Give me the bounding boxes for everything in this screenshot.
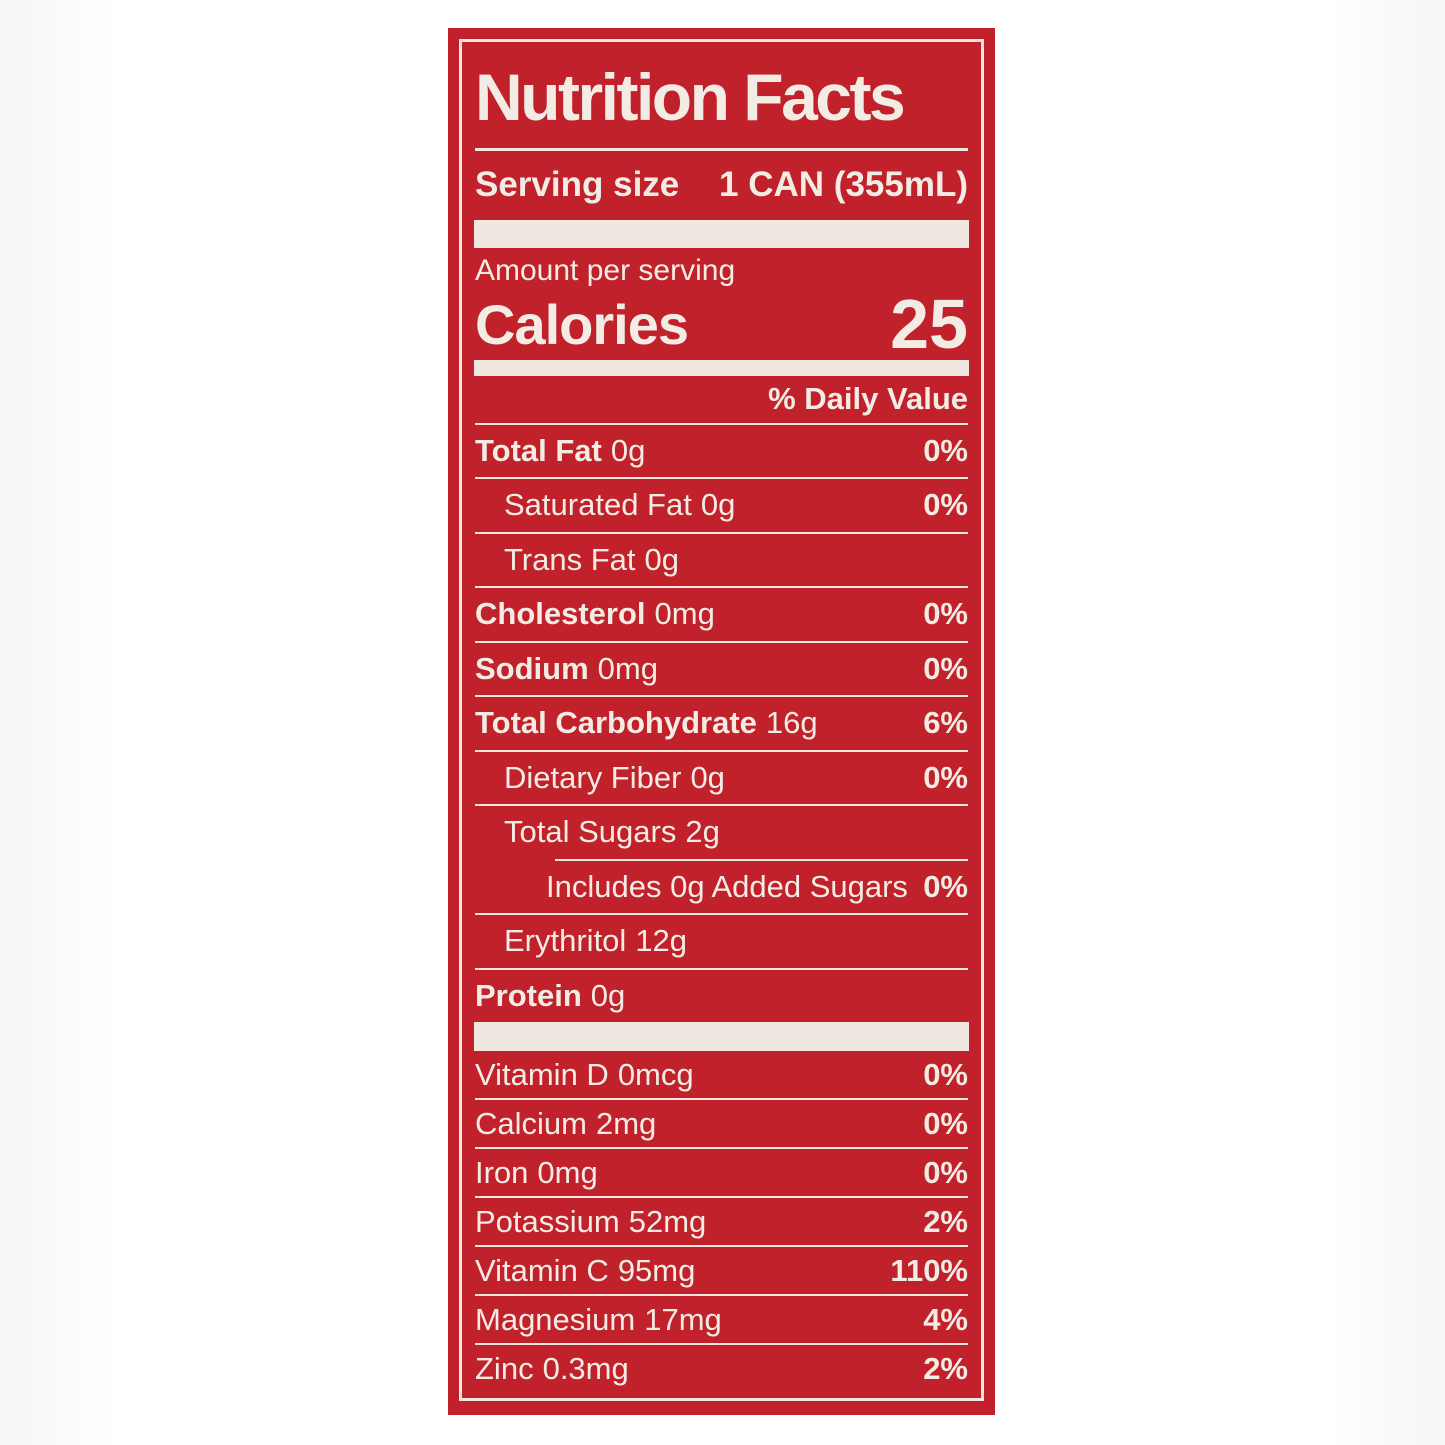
nutrient-name: Total Sugars <box>504 814 677 850</box>
nutrient-amount: 0.3mg <box>542 1350 629 1386</box>
nutrient-name: Calcium <box>475 1105 587 1141</box>
nutrient-row-total-sugars: Total Sugars 2g <box>475 806 968 859</box>
section-bar <box>474 359 969 376</box>
divider <box>555 858 968 861</box>
nutrient-amount: 16g <box>765 705 818 741</box>
nutrient-row-total-fat: Total Fat 0g 0% <box>475 425 968 478</box>
divider <box>475 147 968 151</box>
calories-label: Calories <box>475 293 689 357</box>
nutrient-amount: 17mg <box>644 1301 722 1337</box>
nutrient-name: Vitamin D <box>475 1056 609 1092</box>
nutrient-dv: 0% <box>923 1056 968 1092</box>
nutrient-row-erythritol: Erythritol 12g <box>475 915 968 968</box>
nutrient-dv: 4% <box>923 1301 968 1337</box>
nutrient-amount: 52mg <box>628 1203 707 1239</box>
nutrient-row-protein: Protein 0g <box>475 970 968 1023</box>
nutrient-amount: 0g <box>590 977 626 1013</box>
nutrient-dv: 2% <box>923 1203 968 1239</box>
nutrient-name: Saturated Fat <box>504 487 692 523</box>
nutrient-name: Cholesterol <box>475 596 646 632</box>
serving-size-value: 1 CAN (355mL) <box>719 165 968 205</box>
nutrient-dv: 2% <box>923 1350 968 1386</box>
nutrient-name: Sodium <box>475 650 589 686</box>
divider <box>475 804 968 806</box>
divider <box>475 477 968 479</box>
nutrient-row-total-carbohydrate: Total Carbohydrate 16g 6% <box>475 697 968 750</box>
section-bar <box>474 220 969 249</box>
micronutrient-row-magnesium: Magnesium 17mg 4% <box>475 1294 968 1343</box>
nutrient-name: Vitamin C <box>475 1252 609 1288</box>
micronutrient-row-zinc: Zinc 0.3mg 2% <box>475 1343 968 1392</box>
micronutrient-row-potassium: Potassium 52mg 2% <box>475 1196 968 1245</box>
calories-value: 25 <box>890 284 968 363</box>
nutrient-row-added-sugars: Includes 0g Added Sugars 0% <box>475 861 968 914</box>
nutrient-dv: 0% <box>923 596 968 632</box>
nutrient-row-trans-fat: Trans Fat 0g <box>475 534 968 587</box>
nutrient-amount: 0mg <box>597 650 658 686</box>
nutrient-dv: 110% <box>890 1252 968 1288</box>
micronutrient-row-vitamin-c: Vitamin C 95mg 110% <box>475 1245 968 1294</box>
nutrient-dv: 0% <box>923 1154 968 1190</box>
nutrient-row-saturated-fat: Saturated Fat 0g 0% <box>475 479 968 532</box>
divider <box>475 422 968 425</box>
nutrition-label-border: Nutrition Facts Serving size 1 CAN (355m… <box>459 39 984 1401</box>
nutrient-dv: 0% <box>923 759 968 795</box>
nutrient-amount: 12g <box>635 923 688 959</box>
nutrient-name: Zinc <box>475 1350 534 1386</box>
divider <box>475 586 968 588</box>
nutrient-name: Dietary Fiber <box>504 759 682 795</box>
nutrient-dv: 0% <box>923 868 968 904</box>
nutrient-amount: 95mg <box>617 1252 696 1288</box>
nutrient-amount: 0g <box>700 487 736 523</box>
nutrient-name: Magnesium <box>475 1301 636 1337</box>
nutrition-label: Nutrition Facts Serving size 1 CAN (355m… <box>448 28 995 1415</box>
divider <box>475 913 968 915</box>
nutrient-name: Total Fat <box>475 432 602 468</box>
nutrient-dv: 6% <box>923 705 968 741</box>
micronutrient-row-iron: Iron 0mg 0% <box>475 1147 968 1196</box>
nutrient-name: Protein <box>475 977 582 1013</box>
micronutrient-row-vitamin-d: Vitamin D 0mcg 0% <box>475 1051 968 1098</box>
micronutrient-row-calcium: Calcium 2mg 0% <box>475 1098 968 1147</box>
nutrient-amount: 0g <box>690 759 725 795</box>
nutrient-amount: 2mg <box>595 1105 657 1141</box>
serving-size-label: Serving size <box>475 165 680 205</box>
nutrient-amount: 2g <box>685 814 720 850</box>
nutrient-row-cholesterol: Cholesterol 0mg 0% <box>475 588 968 641</box>
nutrient-amount: 0mg <box>654 596 715 632</box>
nutrient-amount: 0g <box>644 541 679 577</box>
section-bar <box>474 1022 969 1051</box>
nutrient-dv: 0% <box>923 650 968 686</box>
divider <box>475 749 968 752</box>
calories-row: Calories 25 <box>475 288 968 360</box>
nutrient-dv: 0% <box>923 432 968 468</box>
divider <box>475 531 968 534</box>
nutrient-amount: 0mcg <box>617 1056 694 1092</box>
serving-size-row: Serving size 1 CAN (355mL) <box>475 151 968 221</box>
nutrient-name: Total Carbohydrate <box>475 705 757 741</box>
nutrient-name: Includes 0g Added Sugars <box>546 868 908 904</box>
nutrition-facts-title: Nutrition Facts <box>475 60 906 134</box>
nutrient-row-dietary-fiber: Dietary Fiber 0g 0% <box>475 752 968 805</box>
nutrient-name: Trans Fat <box>504 541 636 577</box>
amount-per-serving-label: Amount per serving <box>475 253 736 287</box>
daily-value-header: % Daily Value <box>768 381 968 417</box>
nutrient-dv: 0% <box>923 1105 968 1141</box>
nutrient-amount: 0mg <box>537 1154 598 1190</box>
divider <box>475 640 968 643</box>
nutrient-name: Erythritol <box>504 923 627 959</box>
nutrient-name: Potassium <box>475 1203 620 1239</box>
nutrient-row-sodium: Sodium 0mg 0% <box>475 643 968 696</box>
divider <box>475 967 968 970</box>
nutrient-name: Iron <box>475 1154 529 1190</box>
nutrient-amount: 0g <box>610 432 646 468</box>
divider <box>475 695 968 697</box>
nutrient-dv: 0% <box>923 487 968 523</box>
